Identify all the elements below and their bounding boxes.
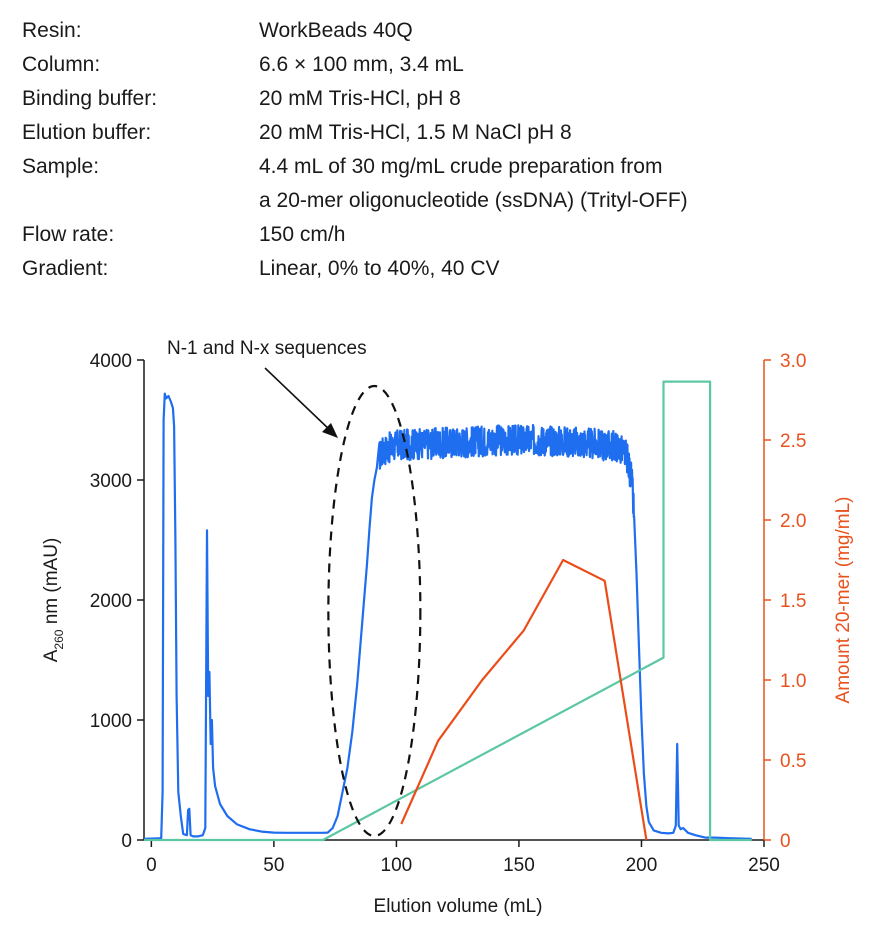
series-line-0: [143, 392, 752, 840]
condition-row: Gradient: Linear, 0% to 40%, 40 CV: [22, 252, 688, 286]
y-tick-label: 4000: [90, 351, 132, 372]
condition-value: 20 mM Tris-HCl, 1.5 M NaCl pH 8: [259, 121, 572, 144]
condition-value: WorkBeads 40Q: [259, 19, 413, 42]
axis-labels: Elution volume (mL) A260 nm (mAU) Amount…: [41, 338, 854, 917]
condition-value: a 20-mer oligonucleotide (ssDNA) (Trityl…: [259, 189, 688, 212]
plot-area: [143, 367, 752, 842]
condition-value: Linear, 0% to 40%, 40 CV: [259, 257, 500, 280]
x-tick-label: 150: [503, 855, 535, 876]
annotation-arrow-line: [264, 367, 333, 433]
condition-row: Flow rate: 150 cm/h: [22, 218, 688, 252]
condition-value: 20 mM Tris-HCl, pH 8: [259, 87, 461, 110]
y2-tick-label: 1.0: [780, 671, 806, 692]
condition-row: Column: 6.6 × 100 mm, 3.4 mL: [22, 48, 688, 82]
condition-value: 150 cm/h: [259, 223, 346, 246]
condition-row: Resin: WorkBeads 40Q: [22, 14, 688, 48]
right-axis-title: Amount 20-mer (mg/mL): [833, 497, 854, 704]
condition-label: Resin:: [22, 19, 82, 42]
x-tick-label: 200: [626, 855, 658, 876]
condition-label: Gradient:: [22, 257, 109, 280]
condition-label: Column:: [22, 53, 101, 76]
series-line-2: [400, 558, 648, 841]
condition-row: Elution buffer: 20 mM Tris-HCl, 1.5 M NaC…: [22, 116, 688, 150]
y-tick-label: 3000: [90, 471, 132, 492]
y2-tick-label: 3.0: [780, 351, 806, 372]
condition-label: Flow rate:: [22, 223, 115, 246]
y-axis-title: A260 nm (mAU): [41, 538, 66, 663]
y2-tick-label: 0: [780, 831, 791, 852]
x-axis-title: Elution volume (mL): [374, 896, 543, 917]
annotation-label: N-1 and N-x sequences: [167, 338, 367, 359]
x-tick-label: 50: [263, 855, 284, 876]
x-tick-label: 250: [748, 855, 780, 876]
annotation-ellipse: [327, 384, 422, 838]
condition-value: 4.4 mL of 30 mg/mL crude preparation fro…: [259, 155, 663, 178]
condition-value: 6.6 × 100 mm, 3.4 mL: [259, 53, 464, 76]
condition-row: Sample: 4.4 mL of 30 mg/mL crude preparat…: [22, 150, 688, 184]
condition-label: Binding buffer:: [22, 87, 158, 110]
condition-row: a 20-mer oligonucleotide (ssDNA) (Trityl…: [22, 184, 688, 218]
y2-tick-label: 2.5: [780, 431, 806, 452]
x-tick-label: 100: [381, 855, 413, 876]
condition-row: Binding buffer: 20 mM Tris-HCl, pH 8: [22, 82, 688, 116]
annotation-arrow-head: [322, 423, 338, 438]
y2-tick-label: 1.5: [780, 591, 806, 612]
x-tick-label: 0: [146, 855, 157, 876]
y2-tick-label: 2.0: [780, 511, 806, 532]
y-tick-label: 0: [121, 831, 132, 852]
y2-tick-label: 0.5: [780, 751, 806, 772]
series-line-1: [144, 380, 752, 842]
condition-label: Sample:: [22, 155, 100, 178]
y-tick-label: 2000: [90, 591, 132, 612]
condition-label: Elution buffer:: [22, 121, 152, 144]
method-conditions: Resin: WorkBeads 40Q Column: 6.6 × 100 mm, …: [22, 14, 688, 286]
y-tick-label: 1000: [90, 711, 132, 732]
